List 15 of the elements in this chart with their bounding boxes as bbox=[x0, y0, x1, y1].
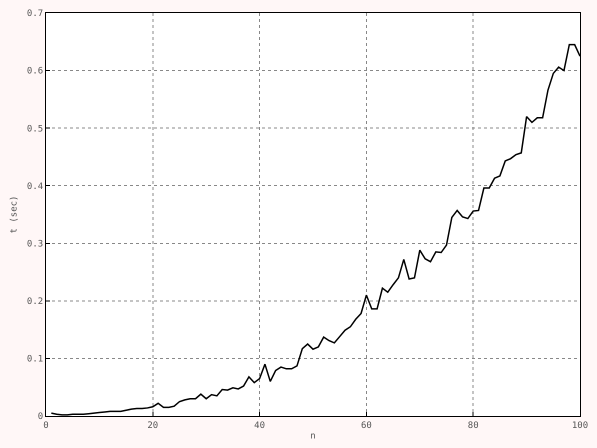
x-tick-label: 100 bbox=[572, 420, 588, 431]
x-axis-title: n bbox=[310, 432, 316, 442]
y-tick-label: 0.3 bbox=[26, 239, 44, 250]
x-tick-label: 20 bbox=[147, 420, 158, 431]
y-tick-label: 0.4 bbox=[26, 182, 44, 192]
x-tick-label: 40 bbox=[254, 420, 266, 431]
y-tick-label: 0.2 bbox=[26, 297, 44, 308]
y-tick-label: 0 bbox=[38, 412, 44, 422]
x-tick-label: 60 bbox=[360, 420, 372, 431]
y-tick-label: 0.5 bbox=[26, 124, 44, 134]
y-tick-label: 0.6 bbox=[26, 66, 44, 77]
y-tick-label: 0.1 bbox=[26, 354, 44, 365]
y-tick-label: 0.7 bbox=[26, 9, 44, 20]
x-tick-label: 80 bbox=[468, 420, 479, 431]
y-axis-title: t (sec) bbox=[9, 196, 20, 234]
